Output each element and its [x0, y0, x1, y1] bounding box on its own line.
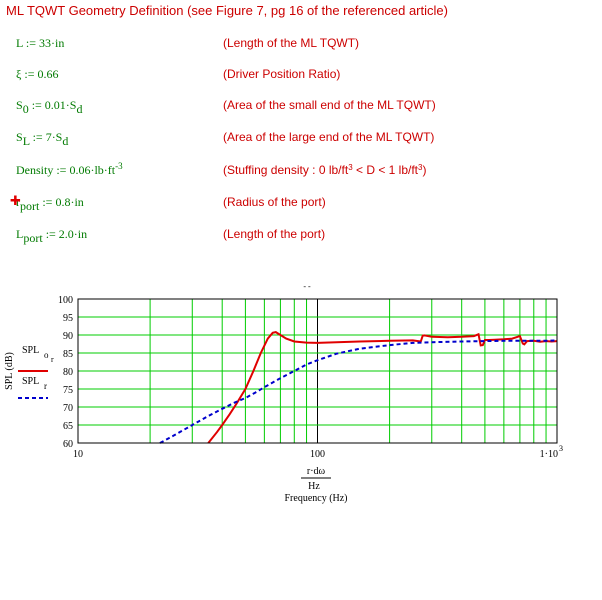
x-axis-label: Frequency (Hz): [284, 493, 347, 504]
plot-frame: [77, 298, 558, 444]
def-driver-ratio: ξ := 0.66: [16, 67, 59, 81]
series-line-spl-or: [207, 331, 558, 444]
x-tick-label: 10: [73, 449, 83, 460]
y-tick-label: 70: [63, 403, 73, 414]
x-tick-label: 100: [310, 449, 325, 460]
desc-density: (Stuffing density : 0 lb/ft3 < D < 1 lb/…: [223, 163, 427, 177]
x-label-denominator: Hz: [308, 481, 320, 492]
y-tick-label: 85: [63, 349, 73, 360]
x-tick-exponent: 3: [559, 444, 563, 453]
legend-label-spl-r: SPL: [22, 376, 39, 387]
desc-driver-ratio: (Driver Position Ratio): [223, 67, 341, 81]
chart-curves: [159, 331, 558, 444]
desc-length: (Length of the ML TQWT): [223, 36, 360, 50]
desc-small-end-area: (Area of the small end of the ML TQWT): [223, 98, 436, 112]
chart-frame: [77, 298, 558, 444]
y-tick-label: 65: [63, 421, 73, 432]
legend-sub: o: [44, 350, 49, 360]
y-axis-label: SPL (dB): [4, 352, 15, 390]
y-tick-label: 75: [63, 385, 73, 396]
x-tick-label: 1·10: [540, 449, 558, 460]
y-tick-label: 90: [63, 331, 73, 342]
def-port-length: Lport := 2.0·in: [16, 227, 88, 245]
legend-label-spl-or: SPL: [22, 345, 39, 356]
def-length: L := 33·in: [16, 36, 65, 50]
desc-port-radius: (Radius of the port): [223, 195, 326, 209]
y-tick-label: 60: [63, 439, 73, 450]
page-title: ML TQWT Geometry Definition (see Figure …: [6, 3, 448, 18]
legend-subsub: r: [51, 355, 54, 364]
x-label-numerator: r·dω: [307, 466, 326, 477]
chart-ticks: 60 65 70 75 80 85 90 95 100 10 100 1·103 - -: [58, 282, 563, 460]
legend-sub: r: [44, 381, 47, 391]
def-small-end-area: S0 := 0.01·Sd: [16, 98, 83, 116]
def-port-radius: ✚ rport := 0.8·in: [10, 194, 84, 213]
y-tick-label: 95: [63, 313, 73, 324]
def-large-end-area: SL := 7·Sd: [16, 130, 69, 148]
red-cross-marker-icon: ✚: [10, 194, 21, 209]
y-tick-label: 80: [63, 367, 73, 378]
desc-port-length: (Length of the port): [223, 227, 326, 241]
desc-large-end-area: (Area of the large end of the ML TQWT): [223, 130, 435, 144]
chart-top-marker: - -: [303, 282, 311, 291]
y-tick-label: 100: [58, 295, 73, 306]
series-line-spl-r: [159, 339, 558, 444]
chart-grid: [78, 299, 557, 443]
def-density: Density := 0.06·lb·ft-3: [16, 161, 123, 177]
